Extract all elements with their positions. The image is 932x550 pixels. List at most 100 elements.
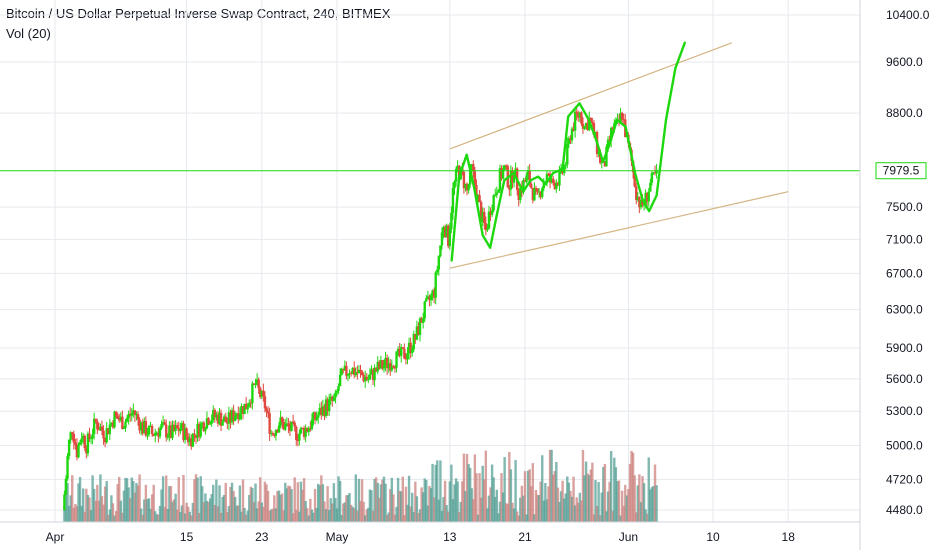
price-tick-label: 6700.0 [886, 266, 923, 280]
volume-bar [434, 464, 437, 522]
volume-bar [72, 507, 75, 522]
candle-body [241, 406, 245, 415]
candle-body [440, 232, 444, 246]
volume-bar [166, 508, 169, 522]
candle-body [310, 419, 314, 430]
candle-body [600, 162, 603, 164]
candle-body [169, 425, 173, 438]
candle-body [589, 117, 592, 122]
volume-bar [497, 513, 500, 522]
candle-body [155, 432, 159, 434]
volume-bar [617, 480, 621, 522]
candle-body [135, 414, 138, 416]
volume-bar [127, 487, 130, 522]
volume-bar [650, 487, 654, 522]
candle-body [150, 425, 154, 435]
candle-body [75, 445, 79, 458]
candle-body [180, 423, 184, 429]
volume-bar [302, 478, 306, 522]
volume-bar [407, 475, 411, 522]
candle-body [415, 326, 419, 340]
volume-bar [644, 509, 647, 522]
candle-body [317, 414, 320, 419]
candle-body [395, 351, 398, 368]
volume-bar [458, 512, 461, 522]
candle-body [597, 152, 600, 154]
volume-bar [511, 502, 514, 522]
candle-body [146, 434, 149, 436]
candle-body [450, 212, 453, 230]
volume-bar [218, 485, 221, 522]
volume-bar [80, 505, 83, 522]
volume-bar [572, 476, 575, 522]
volume-bar [569, 490, 572, 522]
volume-bar [102, 504, 105, 522]
candle-body [539, 191, 542, 197]
chart-title: Bitcoin / US Dollar Perpetual Inverse Sw… [6, 6, 391, 21]
candle-body [301, 427, 304, 429]
volume-bar [89, 510, 93, 522]
candle-body [326, 399, 329, 412]
candle-body [144, 420, 148, 436]
candle-body [113, 411, 116, 428]
candle-body [364, 376, 367, 382]
volume-bar [514, 460, 517, 522]
candle-body [302, 427, 306, 437]
volume-bar [401, 476, 404, 522]
volume-bar [445, 505, 448, 522]
candle-body [338, 374, 342, 387]
candle-body [107, 428, 110, 435]
volume-bar [630, 450, 633, 522]
volume-bar [204, 493, 207, 522]
volume-bar [313, 488, 317, 522]
volume-bar [177, 477, 180, 522]
candle-body [143, 420, 146, 434]
volume-bar [608, 481, 611, 522]
current-price-label: 7979.5 [883, 164, 920, 178]
volume-bar [99, 474, 102, 522]
candle-body [407, 342, 411, 354]
candle-body [351, 368, 354, 375]
volume-bar [528, 469, 531, 522]
candle-body [334, 392, 337, 398]
volume-bar [111, 503, 115, 522]
candle-body [566, 143, 569, 165]
candle-body [649, 182, 652, 192]
channel-upper-line [449, 42, 733, 150]
candle-body [393, 367, 397, 369]
candle-body [401, 347, 404, 349]
candle-body [431, 290, 434, 296]
candle-body [489, 211, 492, 215]
candle-body [509, 170, 513, 190]
volume-bar [620, 490, 624, 522]
candle-body [133, 410, 137, 416]
candle-body [342, 368, 345, 371]
candle-body [655, 170, 658, 174]
candle-body [387, 363, 390, 369]
volume-bar [94, 500, 97, 522]
candle-body [274, 429, 278, 436]
volume-bar [505, 503, 508, 522]
candle-body [429, 295, 433, 301]
candle-body [291, 421, 295, 423]
candle-body [254, 384, 257, 386]
volume-bar [345, 495, 348, 522]
candle-body [174, 425, 177, 431]
volume-bar [494, 496, 497, 522]
candle-body [423, 301, 426, 319]
volume-bar [633, 475, 636, 522]
volume-bar [114, 511, 118, 522]
candle-body [296, 440, 300, 442]
candle-body [116, 415, 119, 420]
volume-bar [284, 482, 287, 522]
candle-body [495, 192, 498, 195]
volume-bar [379, 484, 383, 522]
volume-bar [251, 487, 254, 522]
candle-body [500, 168, 503, 179]
volume-bar [628, 464, 632, 522]
candle-body [409, 342, 412, 353]
candle-body [288, 426, 292, 431]
volume-bar [197, 512, 201, 522]
volume-bar [349, 504, 353, 522]
